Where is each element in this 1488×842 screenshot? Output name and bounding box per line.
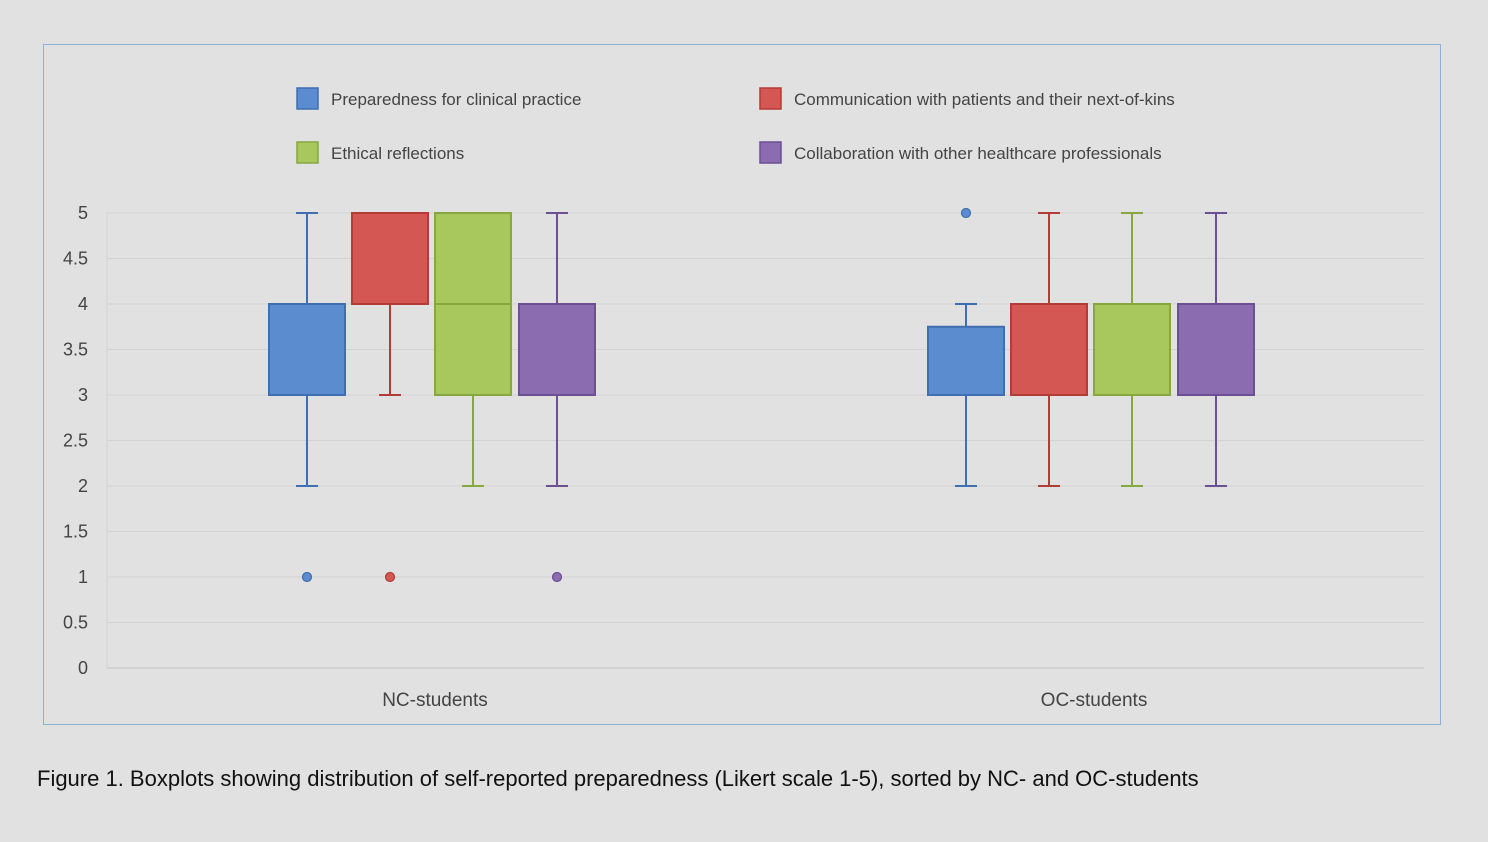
y-tick-label: 0 — [78, 658, 88, 678]
box — [1010, 303, 1088, 396]
legend-swatch — [759, 141, 782, 164]
chart-frame: 0 0.5 1 1.5 2 2.5 3 3.5 4 4.5 5 NC-students OC-stude… — [43, 44, 1441, 725]
legend-swatch — [296, 87, 319, 110]
y-tick-label: 5 — [78, 203, 88, 223]
box — [351, 212, 429, 305]
y-tick-label: 0.5 — [63, 613, 88, 633]
box — [518, 303, 596, 396]
y-tick-label: 3 — [78, 385, 88, 405]
box — [927, 325, 1005, 396]
outlier-point — [960, 207, 972, 219]
figure-caption: Figure 1. Boxplots showing distribution … — [37, 766, 1199, 791]
legend-label: Collaboration with other healthcare prof… — [794, 144, 1162, 163]
legend-swatch — [759, 87, 782, 110]
boxplot-chart: 0 0.5 1 1.5 2 2.5 3 3.5 4 4.5 5 NC-students OC-stude… — [63, 87, 1424, 711]
x-category-label: OC-students — [1041, 690, 1148, 711]
y-tick-label: 3.5 — [63, 340, 88, 360]
y-tick-label: 1.5 — [63, 522, 88, 542]
y-tick-label: 4 — [78, 294, 88, 314]
outlier-point — [384, 571, 396, 583]
outlier-point — [301, 571, 313, 583]
box — [1093, 303, 1171, 396]
y-tick-label: 2.5 — [63, 431, 88, 451]
legend-label: Preparedness for clinical practice — [331, 90, 581, 109]
y-tick-label: 1 — [78, 567, 88, 587]
box — [1177, 303, 1255, 396]
legend-swatch — [296, 141, 319, 164]
legend-label: Communication with patients and their ne… — [794, 90, 1175, 109]
y-tick-label: 2 — [78, 476, 88, 496]
y-tick-label: 4.5 — [63, 249, 88, 269]
outlier-point — [551, 571, 563, 583]
x-category-label: NC-students — [382, 690, 488, 711]
legend-label: Ethical reflections — [331, 144, 464, 163]
box — [268, 303, 346, 396]
